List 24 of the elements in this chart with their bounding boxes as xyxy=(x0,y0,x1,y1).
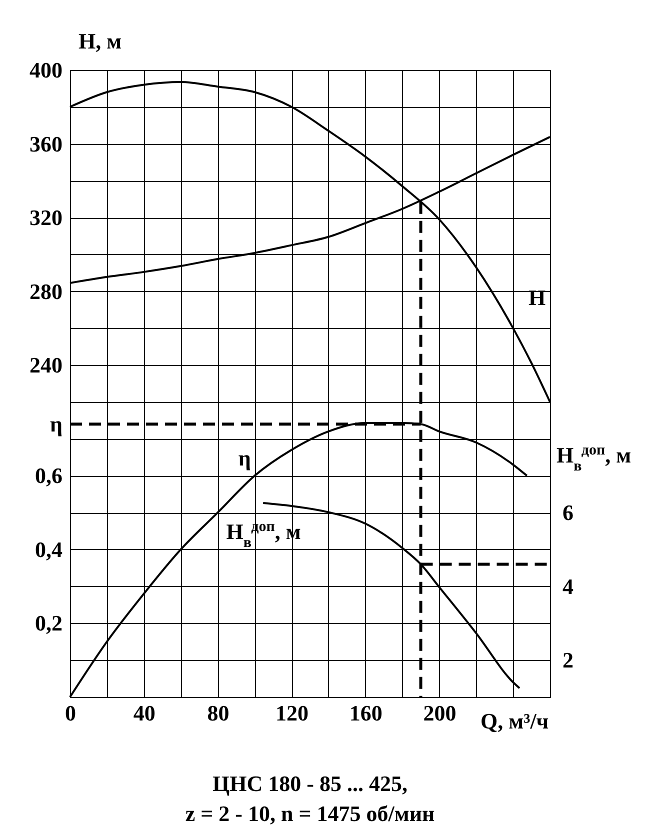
y-tick-label: 320 xyxy=(30,205,62,230)
x-tick-label: 120 xyxy=(276,700,309,726)
text: ЦНС 180 - 85 ... 425, xyxy=(212,771,408,796)
y-tick-label: 280 xyxy=(30,278,62,304)
y3-tick-label: η xyxy=(50,412,62,437)
y2-tick-label: 2 xyxy=(562,648,574,673)
x-axis-title: Q, м³/ч xyxy=(480,708,549,734)
series-label: η xyxy=(238,446,251,471)
x-tick-label: 40 xyxy=(133,700,156,726)
y-tick-label: 360 xyxy=(30,131,62,156)
x-tick-label: 160 xyxy=(349,700,382,726)
y2-tick-label: 4 xyxy=(562,574,574,599)
text: z = 2 - 10, n = 1475 об/мин xyxy=(185,801,435,826)
y-tick-label: 400 xyxy=(30,58,62,82)
y3-tick-label: 0,2 xyxy=(35,610,62,636)
y3-tick-label: 0,6 xyxy=(35,463,62,488)
x-tick-label: 200 xyxy=(423,700,456,726)
y3-tick-label: 0,4 xyxy=(35,536,62,562)
x-tick-label: 80 xyxy=(207,700,230,726)
y-tick-label: 240 xyxy=(30,352,62,378)
y2-tick-label: 6 xyxy=(562,500,574,526)
y2-axis-title: H$_{в}$$^{доп}$, м xyxy=(556,442,632,474)
y-axis-title: H, м xyxy=(78,28,122,54)
x-tick-label: 0 xyxy=(65,700,76,726)
